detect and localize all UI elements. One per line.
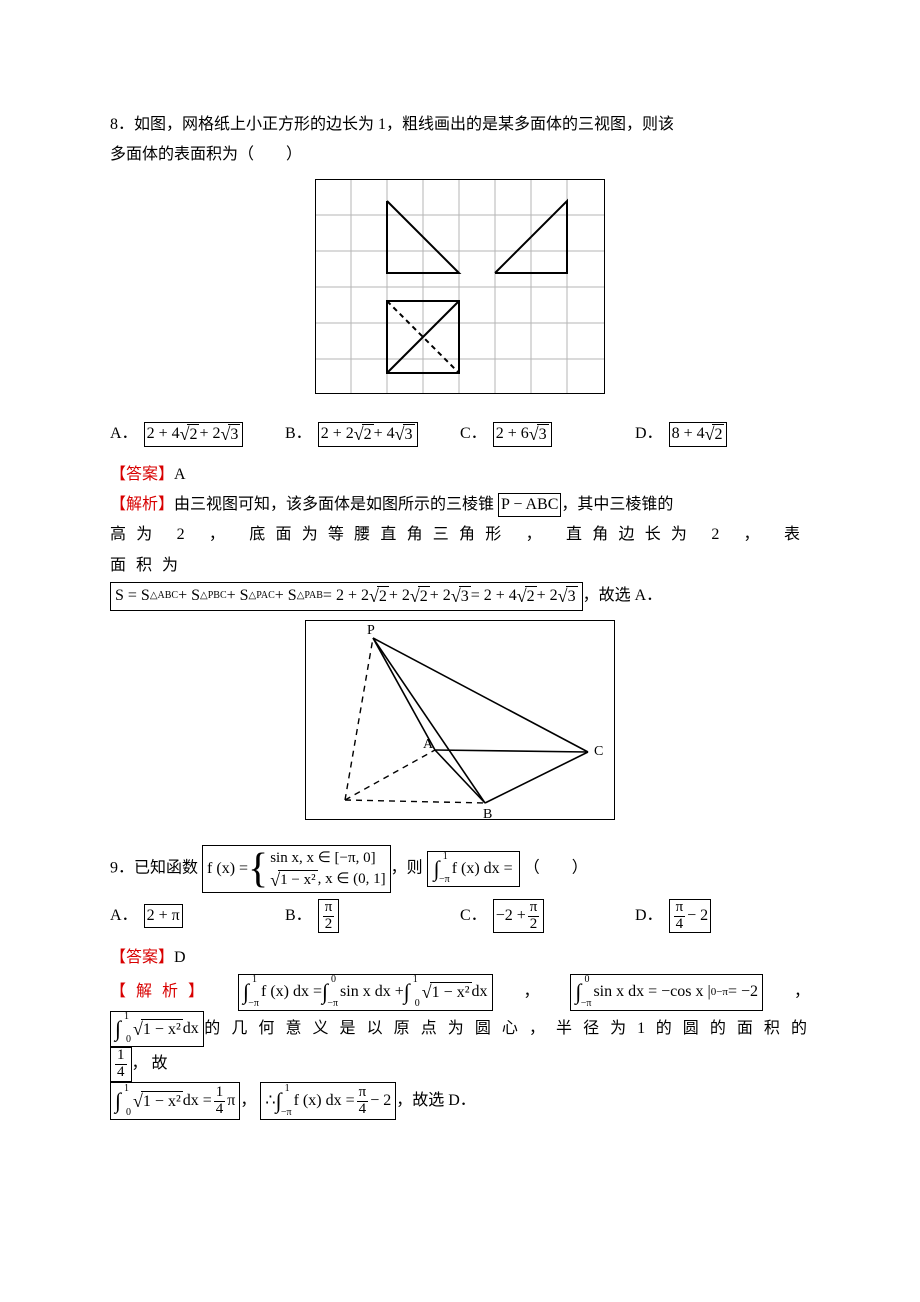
q8-opt-b: B． 2 + 2 √2 + 4 √3: [285, 419, 460, 449]
q9-opt-a: A． 2 + π: [110, 899, 285, 934]
q8-analysis-formula: S = S△ABC + S△PBC + S△PAC + S△PAB = 2 + …: [110, 581, 810, 611]
a4-box: ∫10 √1 − x² dx = 14 π: [110, 1082, 240, 1121]
q8-stem: 8．如图，网格纸上小正方形的边长为 1，粗线画出的是某多面体的三视图，则该: [110, 110, 810, 140]
q8-figure-grid: [110, 179, 810, 405]
a3-pre-box: ∫10 √1 − x² dx: [110, 1011, 204, 1048]
analysis-label: 【解析】: [110, 496, 174, 513]
q9-options: A． 2 + π B． π2 C． −2 + π2 D． π4 − 2: [110, 899, 810, 934]
q8-opt-a: A． 2 + 4 √2 + 2 √3: [110, 419, 285, 449]
pabc-box: P − ABC: [498, 493, 561, 517]
opt-a-box: 2 + 4 √2 + 2 √3: [144, 422, 244, 446]
opt-label: C．: [460, 419, 487, 449]
opt-d-box: π4 − 2: [669, 899, 712, 934]
surface-area-formula: S = S△ABC + S△PBC + S△PAC + S△PAB = 2 + …: [110, 582, 583, 610]
svg-text:C: C: [594, 744, 603, 759]
pyramid-svg: P A B C: [305, 620, 615, 820]
q8-line1: 如图，网格纸上小正方形的边长为 1，粗线画出的是某多面体的三视图，则该: [134, 116, 674, 133]
answer-label: 【答案】: [110, 949, 174, 966]
q9-stem: 9．已知函数 f (x) = { sin x, x ∈ [−π, 0] √1 −…: [110, 845, 810, 893]
a5-box: ∴ ∫1−π f (x) dx = π4 − 2: [260, 1082, 396, 1121]
a2-box: ∫0−π sin x dx = −cos x |0−π = −2: [570, 974, 763, 1011]
q9-integral: ∫1−π f (x) dx =: [427, 851, 520, 888]
opt-b-box: 2 + 2 √2 + 4 √3: [318, 422, 418, 446]
opt-label: D．: [635, 419, 663, 449]
q8-stem-2: 多面体的表面积为（ ）: [110, 140, 810, 170]
opt-label: A．: [110, 419, 138, 449]
q9-num: 9．: [110, 860, 134, 877]
q8-analysis-1: 【解析】由三视图可知，该多面体是如图所示的三棱锥 P − ABC，其中三棱锥的: [110, 490, 810, 520]
q9-opt-c: C． −2 + π2: [460, 899, 635, 934]
svg-text:P: P: [367, 623, 375, 638]
opt-c-box: −2 + π2: [493, 899, 545, 934]
analysis-label: 【 解 析 】: [110, 983, 207, 1000]
q9-fx-def: f (x) = { sin x, x ∈ [−π, 0] √1 − x², x …: [202, 845, 391, 893]
q9-opt-b: B． π2: [285, 899, 460, 934]
answer-value: A: [174, 466, 186, 483]
svg-text:A: A: [423, 737, 434, 752]
q8-num: 8．: [110, 116, 134, 133]
q8-figure-pyramid: P A B C: [110, 620, 810, 831]
opt-d-box: 8 + 4 √2: [669, 422, 728, 446]
q9-answer: 【答案】D: [110, 943, 810, 973]
q8-analysis-2: 高为 2 ， 底面为等腰直角三角形 ， 直角边长为 2 ， 表面积为: [110, 520, 810, 581]
q8-opt-c: C． 2 + 6 √3: [460, 419, 635, 449]
q9-analysis-3: ∫10 √1 − x² dx = 14 π ， ∴ ∫1−π f (x) dx …: [110, 1082, 810, 1121]
q9-analysis-2: ∫10 √1 − x² dx 的 几 何 意 义 是 以 原 点 为 圆 心 ，…: [110, 1011, 810, 1082]
q9-opt-d: D． π4 − 2: [635, 899, 810, 934]
answer-value: D: [174, 949, 186, 966]
q8-answer: 【答案】A: [110, 460, 810, 490]
a3-frac: 14: [110, 1047, 132, 1082]
svg-text:B: B: [483, 807, 492, 820]
three-view-grid-svg: [315, 179, 605, 394]
q8-opt-d: D． 8 + 4 √2: [635, 419, 810, 449]
answer-label: 【答案】: [110, 466, 174, 483]
q8-line2: 多面体的表面积为（ ）: [110, 146, 302, 163]
opt-b-box: π2: [318, 899, 340, 934]
a1-box: ∫1−π f (x) dx = ∫0−π sin x dx + ∫10 √1 −…: [238, 974, 493, 1011]
opt-label: B．: [285, 419, 312, 449]
q8-options: A． 2 + 4 √2 + 2 √3 B． 2 + 2 √2 + 4 √3 C．…: [110, 419, 810, 449]
opt-c-box: 2 + 6 √3: [493, 422, 552, 446]
q9-analysis-1: 【 解 析 】 ∫1−π f (x) dx = ∫0−π sin x dx + …: [110, 974, 810, 1011]
